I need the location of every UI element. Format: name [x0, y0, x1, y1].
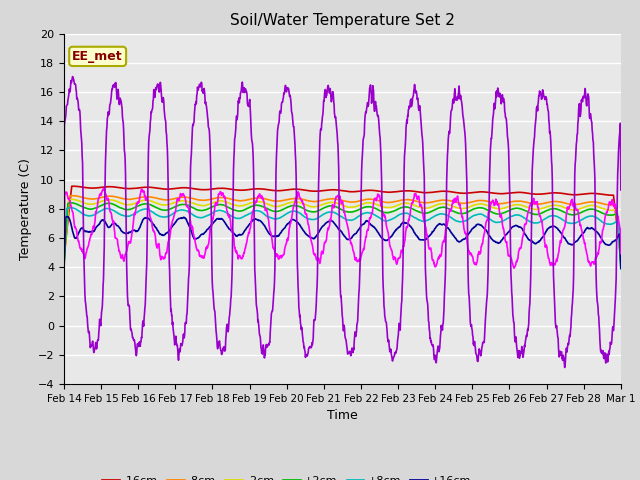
-8cm [246, 196, 254, 202]
+2cm [184, 203, 192, 208]
+64cm [246, 111, 254, 117]
+8cm [502, 216, 509, 222]
+64cm [502, 115, 509, 121]
Line: +16cm: +16cm [64, 216, 621, 272]
+16cm [171, 221, 179, 227]
+8cm [184, 209, 192, 215]
Line: -2cm: -2cm [64, 199, 621, 265]
-8cm [617, 258, 625, 264]
+16cm [617, 265, 625, 271]
-8cm [60, 258, 68, 264]
+64cm [429, 342, 437, 348]
-8cm [551, 199, 559, 204]
+32cm [246, 225, 254, 230]
+2cm [502, 209, 509, 215]
-16cm [551, 190, 559, 196]
+8cm [429, 214, 437, 220]
+2cm [60, 262, 68, 268]
+64cm [68, 74, 76, 80]
+16cm [502, 232, 509, 238]
Line: -16cm: -16cm [64, 186, 621, 257]
+8cm [246, 210, 254, 216]
-8cm [429, 199, 437, 205]
+32cm [171, 210, 179, 216]
Title: Soil/Water Temperature Set 2: Soil/Water Temperature Set 2 [230, 13, 455, 28]
Line: -8cm: -8cm [64, 195, 621, 261]
Line: +64cm: +64cm [64, 77, 621, 368]
-2cm [429, 204, 437, 209]
+2cm [67, 200, 75, 206]
+16cm [246, 220, 254, 226]
-8cm [70, 192, 77, 198]
-2cm [171, 200, 179, 205]
+64cm [171, 342, 179, 348]
+16cm [551, 224, 559, 229]
+2cm [429, 208, 437, 214]
+2cm [617, 261, 625, 266]
-2cm [68, 196, 76, 202]
-2cm [617, 262, 625, 268]
+2cm [246, 204, 254, 210]
+8cm [60, 261, 68, 266]
-8cm [502, 200, 509, 206]
Text: EE_met: EE_met [72, 50, 123, 63]
+32cm [60, 257, 68, 263]
+64cm [551, 309, 559, 315]
+8cm [551, 213, 559, 219]
-16cm [429, 189, 437, 195]
+8cm [171, 210, 179, 216]
+16cm [184, 221, 192, 227]
Y-axis label: Temperature (C): Temperature (C) [19, 158, 32, 260]
-16cm [617, 254, 625, 260]
-16cm [246, 187, 254, 192]
+8cm [67, 204, 75, 210]
-2cm [184, 199, 192, 204]
Line: +32cm: +32cm [64, 189, 621, 268]
Line: +2cm: +2cm [64, 203, 621, 265]
+64cm [184, 281, 192, 287]
+2cm [551, 206, 559, 212]
-16cm [69, 183, 77, 189]
+32cm [510, 265, 518, 271]
+2cm [171, 204, 179, 210]
+64cm [561, 365, 568, 371]
+64cm [617, 187, 625, 193]
-2cm [246, 200, 254, 206]
-8cm [171, 196, 179, 202]
-2cm [551, 203, 559, 208]
-8cm [184, 195, 192, 201]
X-axis label: Time: Time [327, 409, 358, 422]
-16cm [502, 191, 509, 196]
+16cm [60, 269, 68, 275]
+32cm [502, 240, 509, 245]
-16cm [171, 186, 179, 192]
+16cm [429, 228, 437, 234]
-16cm [184, 185, 192, 191]
+32cm [184, 205, 192, 211]
-16cm [60, 253, 68, 259]
+32cm [617, 251, 625, 256]
+32cm [552, 260, 559, 266]
-2cm [60, 257, 68, 263]
+16cm [63, 214, 71, 219]
+32cm [429, 258, 437, 264]
Line: +8cm: +8cm [64, 207, 621, 269]
+32cm [100, 186, 108, 192]
-2cm [502, 205, 509, 211]
+8cm [617, 266, 625, 272]
+64cm [60, 192, 68, 197]
